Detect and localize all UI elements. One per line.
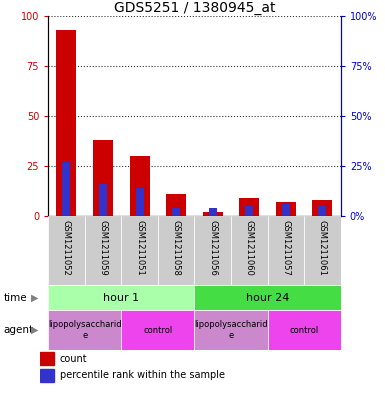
Text: GSM1211060: GSM1211060 xyxy=(245,220,254,275)
Bar xyxy=(158,216,194,285)
Bar xyxy=(129,156,150,216)
Text: percentile rank within the sample: percentile rank within the sample xyxy=(60,370,225,380)
Bar xyxy=(194,285,341,310)
Bar xyxy=(312,200,333,216)
Text: GSM1211056: GSM1211056 xyxy=(208,220,217,275)
Bar xyxy=(194,310,268,350)
Text: GSM1211061: GSM1211061 xyxy=(318,220,327,275)
Bar xyxy=(40,369,54,382)
Bar xyxy=(203,212,223,216)
Bar xyxy=(48,310,121,350)
Bar xyxy=(304,216,341,285)
Bar xyxy=(231,216,268,285)
Text: GSM1211052: GSM1211052 xyxy=(62,220,71,275)
Bar xyxy=(48,285,194,310)
Bar xyxy=(268,310,341,350)
Bar xyxy=(93,140,113,216)
Title: GDS5251 / 1380945_at: GDS5251 / 1380945_at xyxy=(114,1,275,15)
Text: time: time xyxy=(4,293,27,303)
Text: GSM1211058: GSM1211058 xyxy=(172,220,181,275)
Bar xyxy=(282,204,290,216)
Bar xyxy=(166,194,186,216)
Text: control: control xyxy=(290,326,319,334)
Bar xyxy=(276,202,296,216)
Bar xyxy=(239,198,259,216)
Text: hour 1: hour 1 xyxy=(103,293,139,303)
Text: control: control xyxy=(143,326,172,334)
Bar xyxy=(62,162,70,216)
Bar xyxy=(194,216,231,285)
Text: ▶: ▶ xyxy=(31,325,38,335)
Text: ▶: ▶ xyxy=(31,293,38,303)
Bar xyxy=(209,208,217,216)
Text: GSM1211051: GSM1211051 xyxy=(135,220,144,275)
Text: lipopolysaccharid
e: lipopolysaccharid e xyxy=(48,320,122,340)
Text: count: count xyxy=(60,354,87,364)
Bar xyxy=(318,206,326,216)
Bar xyxy=(172,208,180,216)
Text: lipopolysaccharid
e: lipopolysaccharid e xyxy=(194,320,268,340)
Bar xyxy=(245,206,253,216)
Bar xyxy=(121,310,194,350)
Bar xyxy=(268,216,304,285)
Text: agent: agent xyxy=(4,325,34,335)
Bar xyxy=(40,352,54,365)
Bar xyxy=(85,216,121,285)
Text: hour 24: hour 24 xyxy=(246,293,289,303)
Bar xyxy=(48,216,85,285)
Bar xyxy=(56,30,77,216)
Bar xyxy=(99,184,107,216)
Bar xyxy=(121,216,158,285)
Text: GSM1211057: GSM1211057 xyxy=(281,220,290,275)
Bar xyxy=(136,188,144,216)
Text: GSM1211059: GSM1211059 xyxy=(99,220,107,275)
